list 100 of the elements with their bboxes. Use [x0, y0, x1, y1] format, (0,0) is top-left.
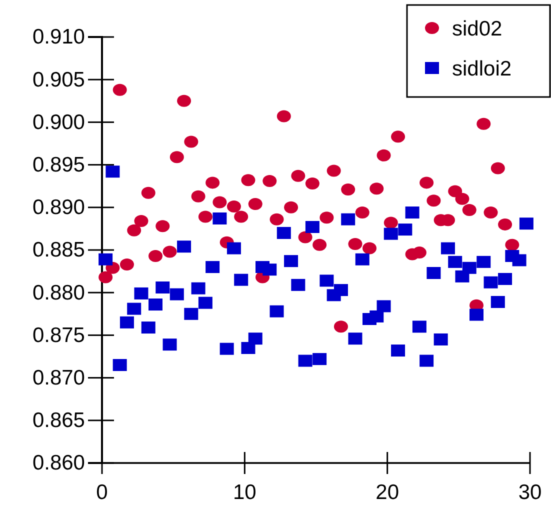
legend-label: sid02 — [452, 17, 502, 40]
point — [141, 322, 156, 334]
point — [198, 296, 212, 309]
point — [206, 176, 220, 189]
point — [512, 254, 526, 266]
y-tick-label: 0.875 — [32, 324, 85, 347]
point — [220, 342, 234, 355]
point — [505, 238, 520, 251]
point — [98, 271, 113, 284]
point — [298, 231, 312, 244]
point — [434, 333, 448, 346]
x-tick-label: 10 — [232, 480, 256, 504]
point — [334, 284, 348, 296]
point — [370, 182, 384, 195]
point — [120, 258, 134, 270]
point — [148, 298, 162, 311]
point — [426, 267, 441, 280]
point — [148, 250, 162, 262]
point — [141, 186, 156, 199]
point — [206, 261, 220, 274]
point — [326, 164, 341, 177]
point — [198, 210, 212, 223]
point — [234, 274, 248, 286]
point — [226, 200, 241, 213]
point — [484, 276, 498, 288]
point — [226, 242, 241, 254]
point — [284, 201, 298, 214]
y-tick-label: 0.885 — [32, 238, 85, 262]
point — [355, 253, 370, 266]
point — [112, 359, 127, 372]
point — [291, 170, 306, 182]
point — [162, 246, 177, 258]
y-tick-label: 0.880 — [32, 281, 85, 304]
point — [498, 218, 512, 230]
legend-label: sidloi2 — [452, 57, 512, 80]
point — [476, 256, 491, 268]
point — [262, 264, 277, 276]
point — [112, 84, 127, 96]
point — [98, 253, 113, 266]
point — [284, 255, 298, 268]
point — [298, 354, 312, 367]
point — [490, 296, 505, 308]
point — [276, 226, 291, 239]
point — [312, 353, 327, 366]
point — [448, 256, 462, 268]
point — [320, 274, 334, 287]
point — [470, 308, 484, 321]
point — [355, 206, 370, 219]
point — [398, 224, 412, 236]
point — [305, 220, 320, 233]
point — [440, 242, 455, 254]
point — [184, 136, 198, 148]
point — [462, 204, 476, 216]
point — [498, 272, 512, 285]
point — [426, 194, 441, 207]
y-tick-label: 0.860 — [32, 452, 85, 475]
point — [490, 162, 505, 174]
point — [376, 149, 391, 162]
point — [412, 246, 426, 259]
point — [305, 178, 320, 190]
point — [391, 130, 406, 143]
point — [248, 332, 262, 345]
point — [241, 174, 256, 186]
y-tick-label: 0.905 — [32, 68, 85, 92]
point — [127, 302, 142, 315]
point — [134, 215, 148, 228]
y-tick-label: 0.910 — [32, 26, 85, 49]
point — [191, 190, 206, 202]
x-tick-label: 30 — [518, 480, 542, 504]
point — [170, 151, 184, 164]
point — [184, 308, 198, 320]
point — [120, 316, 134, 328]
point — [420, 176, 434, 189]
point — [341, 184, 356, 196]
point — [348, 332, 362, 345]
point — [391, 344, 406, 357]
y-tick-label: 0.870 — [32, 366, 85, 390]
point — [134, 287, 148, 300]
point — [412, 320, 426, 333]
point — [455, 192, 470, 205]
y-tick-label: 0.890 — [32, 196, 85, 220]
point — [384, 228, 398, 240]
point — [448, 185, 462, 198]
point — [420, 354, 434, 367]
point — [156, 220, 170, 232]
point — [177, 94, 192, 107]
point — [106, 166, 120, 178]
y-tick-label: 0.895 — [32, 154, 85, 177]
point — [334, 320, 348, 333]
point — [262, 174, 277, 187]
point — [484, 206, 498, 219]
x-tick-label: 20 — [376, 480, 400, 504]
point — [370, 310, 384, 322]
point — [177, 240, 192, 253]
point — [341, 213, 356, 226]
point — [276, 110, 291, 122]
point — [162, 338, 177, 351]
point — [212, 212, 227, 224]
point — [191, 282, 206, 294]
point — [170, 288, 184, 300]
